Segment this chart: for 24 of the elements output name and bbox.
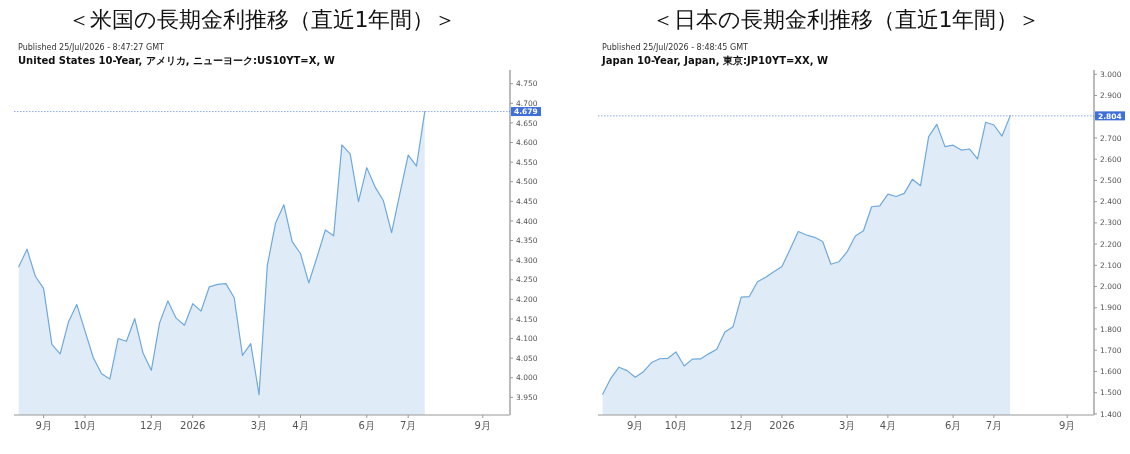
x-tick-label: 9月 (1059, 420, 1076, 431)
x-tick-label: 7月 (985, 420, 1003, 431)
x-tick-label: 3月 (838, 420, 856, 431)
x-tick-label: 6月 (944, 420, 962, 431)
chart-subtitle: United States 10-Year, アメリカ, ニューヨーク:US10YT=X, W (18, 55, 335, 66)
x-tick-label: 6月 (358, 420, 375, 431)
x-tick-label: 7月 (400, 420, 417, 431)
x-tick-label: 9月 (474, 420, 491, 431)
x-tick-label: 4月 (879, 420, 897, 431)
x-tick-label: 12月 (729, 420, 753, 431)
chart-title: ＜米国の長期金利推移（直近1年間）＞ (67, 7, 457, 32)
x-tick-label: 10月 (664, 420, 688, 431)
x-tick-label: 2026 (180, 420, 206, 431)
chart-subtitle: Japan 10-Year, Japan, 東京:JP10YT=XX, W (601, 55, 829, 66)
x-tick-label: 12月 (139, 420, 163, 431)
chart-title: ＜日本の長期金利推移（直近1年間）＞ (651, 7, 1041, 32)
x-tick-label: 4月 (292, 420, 309, 431)
text: Published 25/Jul/2026 - 8:48:45 GMT (602, 43, 749, 52)
x-tick-label: 10月 (73, 420, 97, 431)
x-tick-label: 2026 (769, 420, 795, 431)
text: Published 25/Jul/2026 - 8:47:27 GMT (18, 43, 165, 52)
x-tick-label: 9月 (627, 420, 644, 431)
x-tick-label: 9月 (35, 420, 52, 431)
x-tick-label: 3月 (250, 420, 268, 431)
